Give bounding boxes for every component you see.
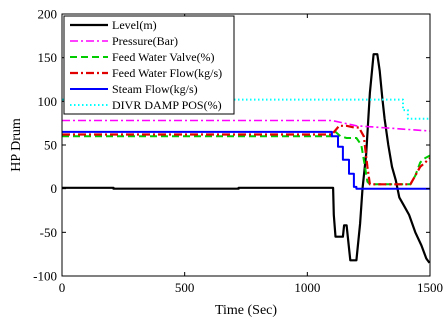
series-line-3 bbox=[62, 124, 430, 186]
legend-label-4: Steam Flow(kg/s) bbox=[112, 82, 198, 96]
series-line-4 bbox=[62, 130, 430, 190]
legend-label-5: DIVR DAMP POS(%) bbox=[112, 98, 222, 112]
y-tick-label: -100 bbox=[33, 269, 57, 284]
x-tick-label: 0 bbox=[59, 280, 66, 295]
tick-layer: 0 500 1000 1500 -100 -50 0 50 100 150 200 bbox=[33, 7, 443, 296]
y-tick-label: 50 bbox=[44, 138, 57, 153]
y-tick-label: 150 bbox=[38, 50, 58, 65]
x-axis-label: Time (Sec) bbox=[215, 303, 277, 318]
legend-label-3: Feed Water Flow(kg/s) bbox=[112, 66, 222, 80]
y-tick-label: 0 bbox=[51, 181, 58, 196]
legend-label-1: Pressure(Bar) bbox=[112, 34, 178, 48]
x-tick-label: 500 bbox=[175, 280, 195, 295]
legend-label-2: Feed Water Valve(%) bbox=[112, 50, 215, 64]
legend-label-0: Level(m) bbox=[112, 18, 157, 32]
series-line-2 bbox=[62, 130, 430, 186]
series-line-1 bbox=[62, 119, 430, 132]
y-tick-label: 200 bbox=[38, 7, 58, 22]
y-tick-label: 100 bbox=[38, 94, 58, 109]
x-tick-label: 1500 bbox=[417, 280, 443, 295]
y-axis-label: HP Drum bbox=[9, 118, 24, 172]
legend-box bbox=[63, 15, 235, 115]
series-line-0 bbox=[62, 53, 430, 264]
x-tick-label: 1000 bbox=[294, 280, 320, 295]
series-layer bbox=[62, 53, 430, 264]
y-tick-label: -50 bbox=[40, 225, 57, 240]
series-line-5 bbox=[62, 98, 430, 120]
legend: Level(m) Pressure(Bar) Feed Water Valve(%)… bbox=[63, 15, 235, 115]
